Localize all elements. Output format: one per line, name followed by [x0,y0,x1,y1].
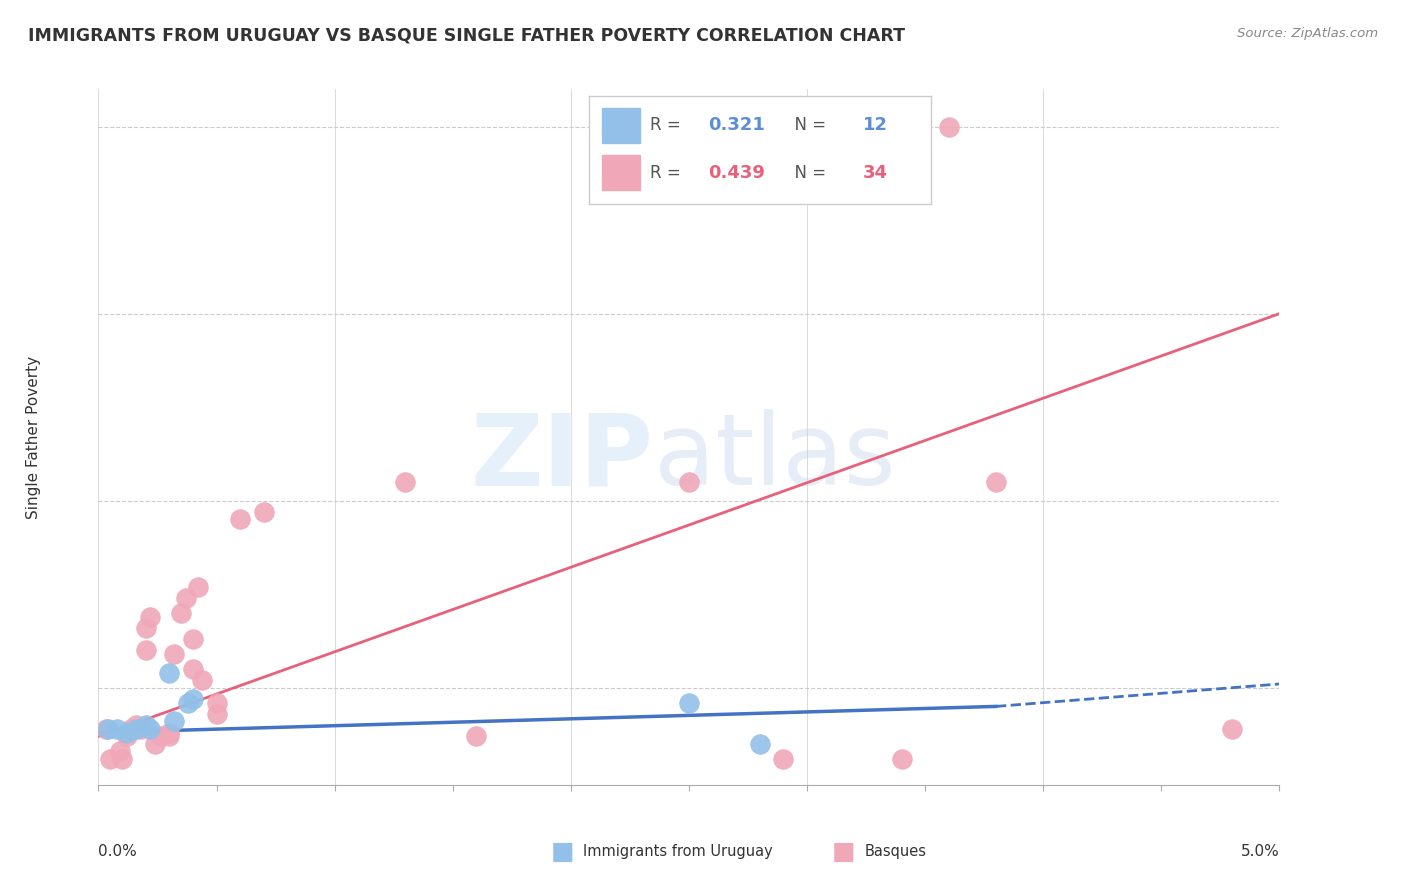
Point [143,737,166,751]
Point [205,696,228,710]
Point [177,696,200,710]
Point [135,718,157,732]
Point [1220,722,1243,736]
Point [97,722,120,736]
Point [205,706,228,721]
Point [229,512,252,526]
Point [135,643,157,657]
Text: 5.0%: 5.0% [1240,844,1279,859]
Point [772,752,794,766]
Point [98,752,121,766]
Point [253,505,276,519]
Text: Source: ZipAtlas.com: Source: ZipAtlas.com [1237,27,1378,40]
Text: Immigrants from Uruguay: Immigrants from Uruguay [583,845,773,859]
Point [890,752,912,766]
Point [187,580,209,594]
Point [139,722,162,736]
Point [125,722,148,736]
Point [105,722,128,736]
Point [678,475,700,489]
Text: Basques: Basques [865,845,927,859]
Text: 0.0%: 0.0% [98,844,138,859]
Point [170,606,193,620]
Point [181,662,204,676]
Point [938,120,960,134]
Point [191,673,214,688]
Point [115,729,138,743]
Point [108,744,131,758]
Text: atlas: atlas [654,409,896,507]
Point [125,718,148,732]
Point [157,729,180,743]
Point [129,722,152,736]
Point [139,609,162,624]
Text: ■: ■ [551,840,574,863]
Point [174,591,197,605]
Point [111,752,134,766]
Point [157,725,180,739]
Point [94,722,117,736]
Point [748,737,770,751]
Point [181,692,204,706]
Point [984,475,1007,489]
Point [465,729,488,743]
Point [115,725,138,739]
Point [149,729,172,743]
Text: Single Father Poverty: Single Father Poverty [25,356,41,518]
Text: IMMIGRANTS FROM URUGUAY VS BASQUE SINGLE FATHER POVERTY CORRELATION CHART: IMMIGRANTS FROM URUGUAY VS BASQUE SINGLE… [28,27,905,45]
Point [181,632,204,646]
Text: ■: ■ [832,840,855,863]
Point [394,475,416,489]
Point [135,621,157,635]
Point [678,696,700,710]
Point [121,722,143,736]
Point [163,714,186,729]
Point [157,665,180,680]
Text: ZIP: ZIP [471,409,654,507]
Point [163,647,186,661]
